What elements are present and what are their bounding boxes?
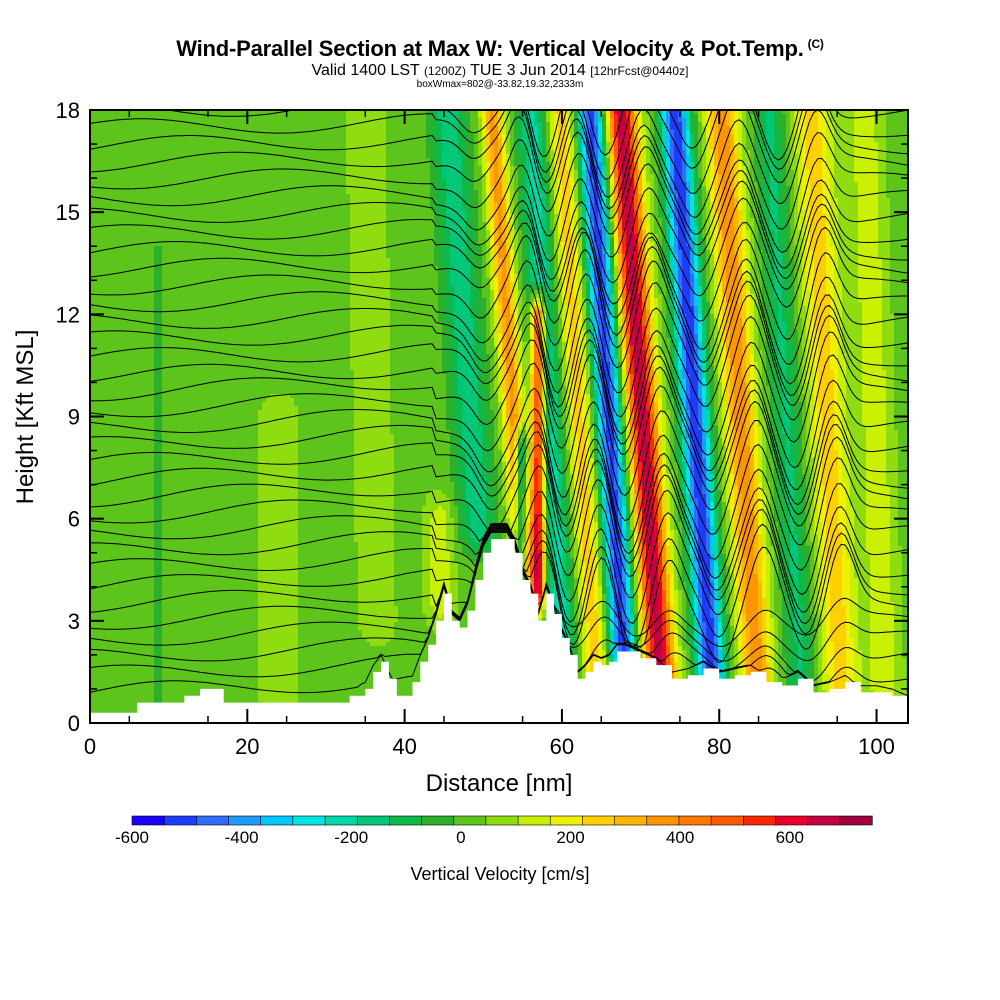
colorbar-tick-label: -600 <box>115 828 149 847</box>
y-axis-label: Height [Kft MSL] <box>12 330 39 505</box>
colorbar-swatch <box>293 816 325 825</box>
colorbar-swatch <box>711 816 743 825</box>
colorbar-tick-label: 0 <box>456 828 465 847</box>
colorbar-swatch <box>582 816 614 825</box>
y-tick-label: 3 <box>68 609 80 634</box>
colorbar-swatch <box>389 816 421 825</box>
colorbar-swatch <box>486 816 518 825</box>
y-tick-label: 12 <box>56 302 80 327</box>
colorbar-swatch <box>808 816 840 825</box>
y-tick-label: 6 <box>68 507 80 532</box>
colorbar-swatch <box>775 816 807 825</box>
x-tick-label: 80 <box>707 734 731 759</box>
colorbar-swatch <box>647 816 679 825</box>
colorbar-swatch <box>840 816 872 825</box>
x-tick-label: 100 <box>858 734 895 759</box>
colorbar-swatch <box>132 816 164 825</box>
colorbar-swatch <box>229 816 261 825</box>
colorbar-swatch <box>518 816 550 825</box>
x-tick-label: 40 <box>392 734 416 759</box>
colorbar-tick-label: 400 <box>666 828 694 847</box>
colorbar: -600 -400 -200 0 200 400 600 <box>115 816 872 847</box>
y-tick-label: 0 <box>68 711 80 736</box>
colorbar-tick-label: -400 <box>225 828 259 847</box>
colorbar-tick-label: 600 <box>776 828 804 847</box>
colorbar-swatch <box>164 816 196 825</box>
colorbar-swatch <box>422 816 454 825</box>
y-tick-label: 18 <box>56 98 80 123</box>
colorbar-swatch <box>325 816 357 825</box>
colorbar-swatch <box>679 816 711 825</box>
colorbar-tick-label: -200 <box>334 828 368 847</box>
cross-section-chart: 0 20 40 60 80 100 0 3 6 9 12 15 18 Distance [nm] He… <box>0 0 1000 1000</box>
colorbar-swatch <box>357 816 389 825</box>
colorbar-swatch <box>454 816 486 825</box>
x-axis-label: Distance [nm] <box>426 770 573 797</box>
x-tick-label: 0 <box>84 734 96 759</box>
colorbar-tick-label: 200 <box>556 828 584 847</box>
colorbar-swatch <box>615 816 647 825</box>
colorbar-swatch <box>261 816 293 825</box>
colorbar-swatch <box>743 816 775 825</box>
colorbar-swatch <box>196 816 228 825</box>
colorbar-swatch <box>550 816 582 825</box>
y-tick-label: 15 <box>56 200 80 225</box>
colorbar-label: Vertical Velocity [cm/s] <box>0 864 1000 885</box>
y-tick-label: 9 <box>68 405 80 430</box>
x-tick-label: 20 <box>235 734 259 759</box>
x-tick-label: 60 <box>550 734 574 759</box>
